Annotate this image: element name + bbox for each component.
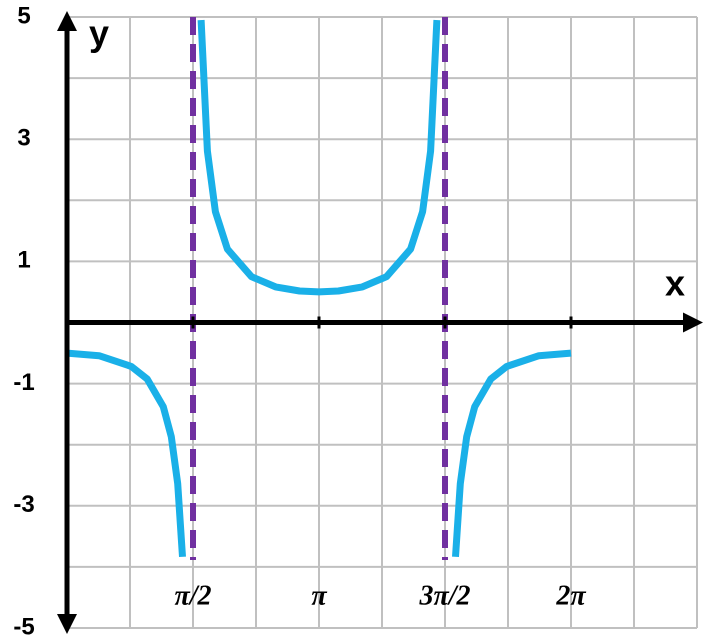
y-tick-label: 3 — [17, 125, 30, 152]
y-tick-label: -1 — [13, 369, 34, 396]
y-tick-label: -3 — [13, 491, 34, 518]
x-axis-label: x — [665, 263, 685, 304]
y-tick-label: 5 — [17, 2, 30, 29]
y-tick-label: 1 — [17, 247, 30, 274]
x-tick-label: π — [311, 580, 327, 611]
y-tick-label: -5 — [13, 613, 34, 640]
y-axis-label: y — [89, 13, 109, 54]
curve — [66, 19, 572, 558]
axes: -5 -3 -1 1 3 5 π/2 π 3π/2 2π x y — [13, 2, 703, 640]
x-tick-label: π/2 — [174, 580, 211, 611]
plot-area — [66, 17, 572, 560]
x-tick-label: 2π — [555, 580, 586, 611]
x-tick-label: 3π/2 — [418, 580, 470, 611]
